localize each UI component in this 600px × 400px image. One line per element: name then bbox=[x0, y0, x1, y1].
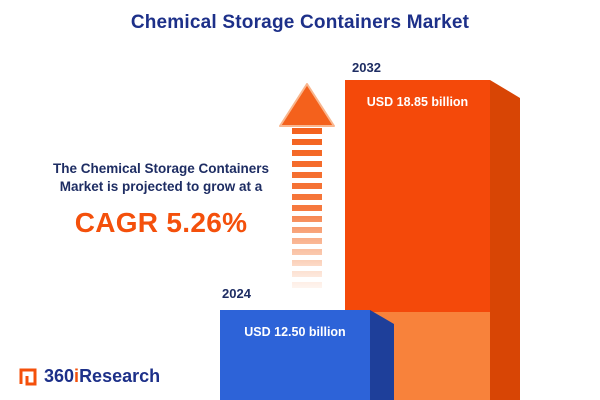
logo-text: 360iResearch bbox=[44, 366, 160, 387]
bar-2024-side bbox=[370, 310, 394, 400]
growth-arrow-head-icon bbox=[279, 83, 335, 127]
logo: 360iResearch bbox=[18, 366, 160, 387]
logo-text-research: Research bbox=[79, 366, 161, 386]
bar-year-label-2024: 2024 bbox=[222, 286, 251, 301]
logo-icon bbox=[19, 368, 37, 385]
bar-value-label-2032: USD 18.85 billion bbox=[366, 95, 469, 109]
cagr-value: CAGR 5.26% bbox=[74, 207, 248, 239]
page-title: Chemical Storage Containers Market bbox=[130, 12, 470, 33]
bar-2032-front bbox=[345, 80, 490, 312]
description-line-1: The Chemical Storage Containers bbox=[52, 161, 270, 176]
bar-2024-front bbox=[220, 310, 370, 400]
bar-2032-side bbox=[490, 80, 520, 400]
description-block: The Chemical Storage Containers Market i… bbox=[28, 160, 294, 242]
bar-year-label-2032: 2032 bbox=[352, 60, 381, 75]
description-line-2: Market is projected to grow at a bbox=[59, 179, 263, 195]
bar-value-label-2024: USD 12.50 billion bbox=[244, 325, 346, 339]
logo-text-360: 360 bbox=[44, 366, 75, 386]
logo-text-i: i bbox=[74, 366, 80, 386]
